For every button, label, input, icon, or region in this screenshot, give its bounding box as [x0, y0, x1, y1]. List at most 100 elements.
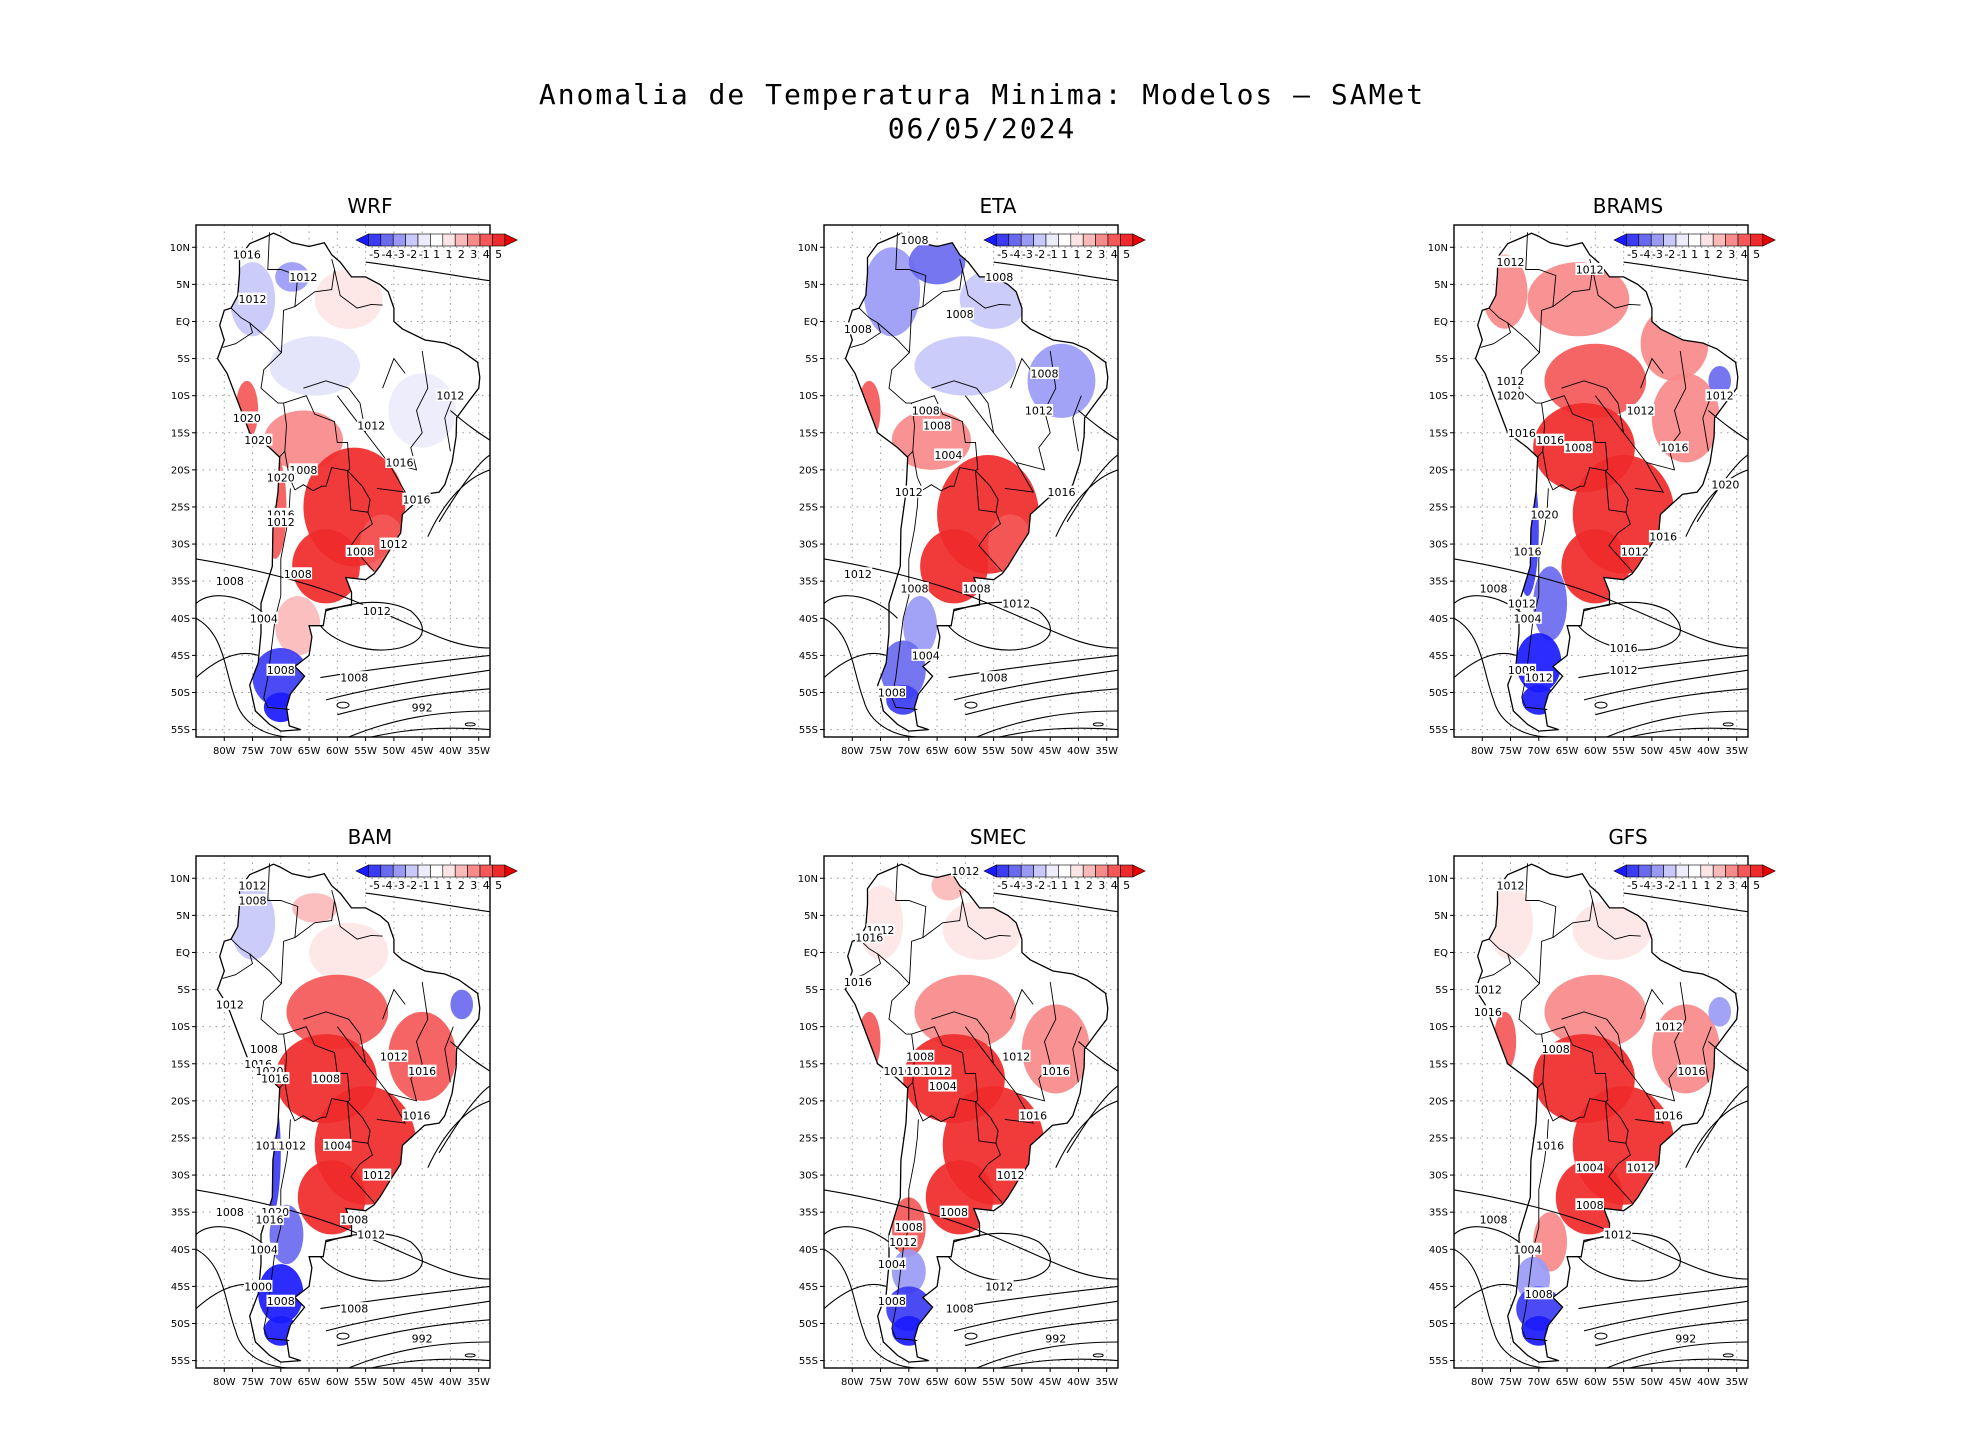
- isobar-label: 1016: [1648, 530, 1678, 544]
- isobar-line: [1454, 652, 1517, 679]
- isobar-line: [450, 410, 490, 441]
- colorbar-swatch: [1626, 233, 1640, 247]
- colorbar-swatch: [467, 864, 481, 878]
- isobar-label-text: 1012: [951, 865, 979, 878]
- isobar-label-bg: [340, 671, 369, 684]
- isobar-line: [320, 654, 490, 679]
- lat-label: 15S: [1429, 428, 1448, 439]
- anomaly-patch: [1561, 529, 1630, 604]
- isobar-label-text: 1004: [1576, 1162, 1604, 1175]
- colorbar-label: 3: [1728, 248, 1735, 261]
- isobar-label-bg: [877, 685, 907, 698]
- colorbar-label: -5: [997, 248, 1008, 261]
- lon-label: 70W: [1527, 1377, 1550, 1388]
- isobar-label: 1012: [996, 1168, 1025, 1182]
- isobar-line: [1629, 727, 1748, 737]
- isobar-label-bg: [238, 894, 267, 907]
- isobar-line: [965, 1319, 1118, 1347]
- isobar-label: 1008: [984, 270, 1014, 284]
- isobar-label: 1004: [934, 448, 963, 462]
- lat-label: 25S: [1429, 1133, 1448, 1144]
- border-line: [1702, 395, 1712, 452]
- isobar-label-bg: [1660, 441, 1689, 454]
- isobar-label-text: 1016: [1514, 545, 1542, 558]
- border-line: [334, 269, 383, 309]
- isobar-label: 1016: [385, 455, 414, 469]
- isobar-label-text: 1012: [1627, 1162, 1655, 1175]
- colorbar-label: 4: [1111, 879, 1118, 892]
- isobar-label: 992: [411, 700, 434, 714]
- border-line: [877, 322, 915, 458]
- colorbar-label: -2: [1664, 879, 1675, 892]
- isobar-label-text: 1008: [289, 464, 317, 477]
- anomaly-patch: [286, 974, 389, 1049]
- isobar-line: [953, 1300, 1118, 1332]
- isobar-label: 1008: [311, 1072, 341, 1086]
- isobar-label-text: 1008: [895, 1221, 923, 1234]
- colorbar: -5 -4 -3 -2 -1 1 1 2 3 4 5: [1613, 864, 1776, 892]
- isobar-line: [1595, 1319, 1748, 1347]
- isobar-label: 1012: [238, 292, 267, 306]
- lat-label: EQ: [804, 948, 818, 959]
- isobar-label: 992: [1044, 1331, 1067, 1345]
- border-line: [978, 1143, 1003, 1203]
- colorbar-arrow-right: [1132, 233, 1146, 247]
- isobar-label: 1008: [1564, 441, 1593, 455]
- isobar-label-text: 1004: [1514, 1243, 1542, 1256]
- isobar-line: [348, 710, 490, 737]
- colorbar-swatch: [1020, 864, 1034, 878]
- isobar-line: [824, 1283, 887, 1310]
- lon-label: 70W: [897, 746, 920, 757]
- colorbar-swatch: [1095, 864, 1109, 878]
- border-line: [1525, 863, 1557, 984]
- anomaly-patch: [269, 336, 360, 396]
- border-line: [1507, 953, 1545, 1089]
- anomaly-patch: [275, 596, 321, 656]
- colorbar-label: 1: [1704, 879, 1711, 892]
- lat-label: 35S: [799, 577, 818, 588]
- isobar-label: 1012: [1609, 663, 1638, 677]
- isobar-label-text: 1016: [1536, 1139, 1564, 1152]
- isobar-label-bg: [945, 1302, 974, 1315]
- lat-label: 35S: [171, 577, 190, 588]
- colorbar-swatch: [1626, 864, 1640, 878]
- lat-label: 20S: [171, 1096, 190, 1107]
- lat-label: EQ: [1434, 317, 1448, 328]
- lon-label: 80W: [841, 1377, 864, 1388]
- isobar-label-text: 1020: [267, 471, 295, 484]
- isobar-label-bg: [243, 1279, 273, 1292]
- anomaly-patch: [1572, 900, 1652, 960]
- isobar-label: 1000: [243, 1279, 273, 1293]
- isobar-label-text: 1016: [233, 249, 261, 262]
- colorbar-label: 1: [1704, 248, 1711, 261]
- border-line: [922, 258, 963, 307]
- isobar-line: [1583, 669, 1748, 701]
- isobar-label: 1016: [1507, 426, 1537, 440]
- border-line: [348, 982, 429, 1102]
- isobar-label-bg: [362, 1168, 392, 1181]
- isobar-label-text: 1008: [878, 686, 906, 699]
- lat-label: 15S: [1429, 1059, 1448, 1070]
- isobar-label-text: 992: [412, 1332, 433, 1345]
- isobar-label-text: 1008: [980, 672, 1008, 685]
- isobar-label-bg: [340, 1302, 369, 1315]
- colorbar-swatch: [1058, 233, 1072, 247]
- isobar-label-bg: [1541, 1042, 1571, 1055]
- isobar-label-bg: [945, 307, 974, 320]
- isobar-line: [371, 1358, 490, 1368]
- isobar-label-text: 1008: [900, 583, 928, 596]
- south-georgia: [464, 1353, 476, 1358]
- colorbar-label: -4: [1010, 879, 1021, 892]
- isobar-label-bg: [283, 567, 313, 580]
- isobar-label-bg: [289, 463, 318, 476]
- anomaly-patch: [1027, 343, 1096, 418]
- border-line: [1594, 395, 1624, 434]
- isobar-label-text: 1004: [934, 449, 962, 462]
- isobar-label-bg: [289, 270, 318, 283]
- isobar-line: [365, 892, 490, 913]
- isobar-line: [1583, 1300, 1748, 1332]
- isobar-label-text: 1012: [895, 486, 923, 499]
- isobars: [196, 261, 490, 737]
- lat-label: 5S: [1435, 354, 1448, 365]
- isobar-line: [999, 1358, 1118, 1368]
